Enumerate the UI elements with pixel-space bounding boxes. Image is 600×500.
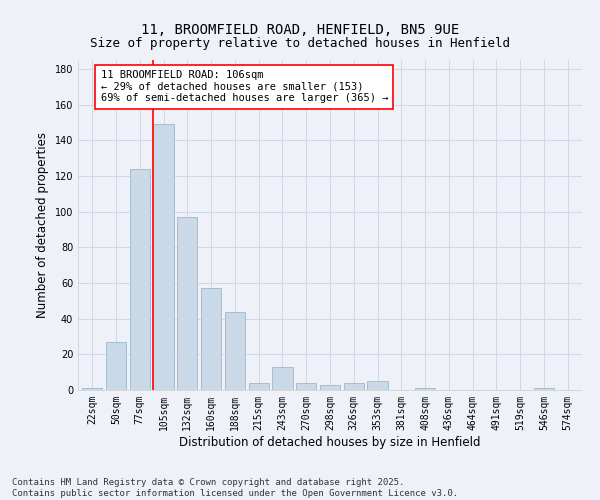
Y-axis label: Number of detached properties: Number of detached properties bbox=[36, 132, 49, 318]
Bar bbox=[296, 383, 316, 390]
Bar bbox=[415, 388, 435, 390]
Bar bbox=[248, 383, 269, 390]
Bar bbox=[534, 388, 554, 390]
Text: 11 BROOMFIELD ROAD: 106sqm
← 29% of detached houses are smaller (153)
69% of sem: 11 BROOMFIELD ROAD: 106sqm ← 29% of deta… bbox=[101, 70, 388, 103]
Bar bbox=[201, 288, 221, 390]
Bar bbox=[367, 381, 388, 390]
Bar bbox=[106, 342, 126, 390]
Bar bbox=[177, 217, 197, 390]
Text: Contains HM Land Registry data © Crown copyright and database right 2025.
Contai: Contains HM Land Registry data © Crown c… bbox=[12, 478, 458, 498]
Text: Size of property relative to detached houses in Henfield: Size of property relative to detached ho… bbox=[90, 38, 510, 51]
Bar bbox=[82, 388, 103, 390]
X-axis label: Distribution of detached houses by size in Henfield: Distribution of detached houses by size … bbox=[179, 436, 481, 448]
Bar bbox=[344, 383, 364, 390]
Bar bbox=[130, 169, 150, 390]
Bar bbox=[272, 367, 293, 390]
Bar bbox=[320, 384, 340, 390]
Bar bbox=[225, 312, 245, 390]
Text: 11, BROOMFIELD ROAD, HENFIELD, BN5 9UE: 11, BROOMFIELD ROAD, HENFIELD, BN5 9UE bbox=[141, 22, 459, 36]
Bar bbox=[154, 124, 173, 390]
